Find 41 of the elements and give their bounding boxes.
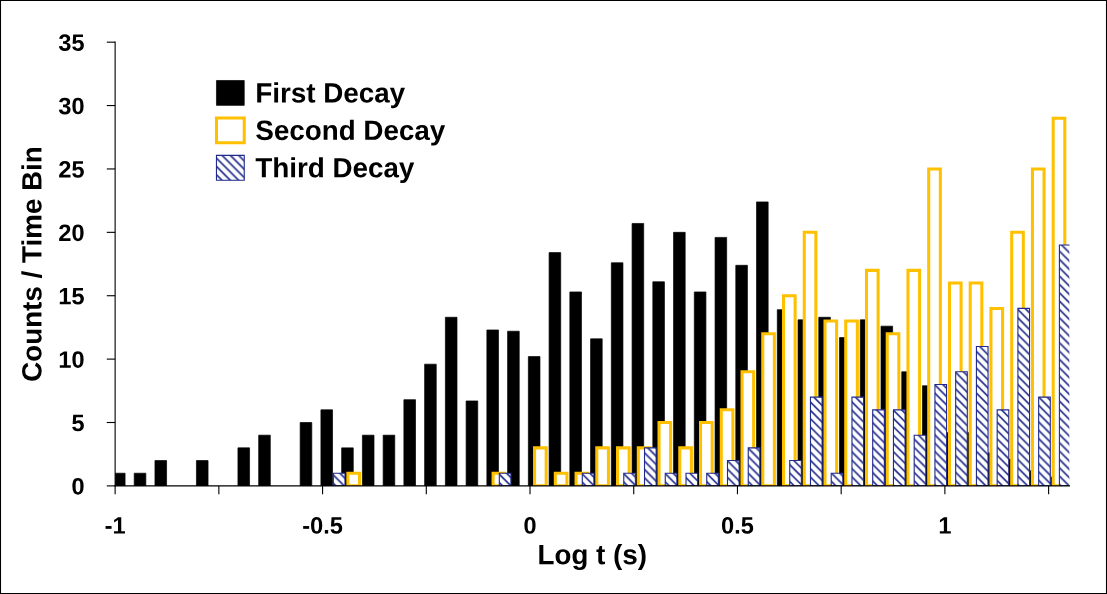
bar — [851, 396, 865, 486]
bar — [1058, 244, 1070, 486]
y-tick-label: 30 — [58, 97, 84, 115]
x-tick-label: -1 — [105, 517, 125, 534]
bar — [747, 447, 761, 486]
bar — [726, 459, 740, 486]
bar — [809, 396, 823, 486]
y-tick-label: 35 — [58, 34, 84, 51]
y-tick-label: 15 — [59, 288, 84, 305]
y-tick-label: 0 — [72, 477, 84, 495]
bar — [1017, 307, 1031, 486]
bar — [955, 371, 968, 486]
x-tick-label: 0 — [524, 517, 536, 534]
legend-label: Second Decay — [256, 119, 446, 146]
bar — [332, 472, 346, 486]
y-tick-label: 25 — [59, 161, 84, 178]
bar — [685, 472, 699, 486]
legend-label: First Decay — [257, 82, 405, 109]
bar — [934, 383, 948, 486]
x-tick-label: 1 — [939, 517, 951, 534]
bar — [913, 434, 927, 486]
bar — [789, 459, 802, 486]
bar — [581, 472, 595, 486]
y-axis-title: Counts / Time Bin — [21, 147, 42, 381]
bar — [643, 447, 657, 486]
x-axis-title: Log t (s) — [539, 544, 646, 571]
bar — [892, 409, 906, 486]
bar — [623, 472, 636, 486]
bar — [872, 409, 885, 486]
bar — [706, 472, 719, 486]
legend-label: Third Decay — [255, 157, 415, 184]
bar — [975, 345, 989, 486]
bar — [498, 472, 512, 486]
y-tick-label: 5 — [72, 414, 84, 432]
bar — [996, 409, 1010, 486]
x-tick-label: -0.5 — [303, 517, 343, 534]
bar — [1038, 396, 1051, 486]
bar — [664, 472, 678, 486]
y-tick-label: 20 — [59, 224, 84, 242]
x-tick-label: 0.5 — [721, 517, 754, 534]
y-tick-label: 10 — [59, 351, 84, 368]
